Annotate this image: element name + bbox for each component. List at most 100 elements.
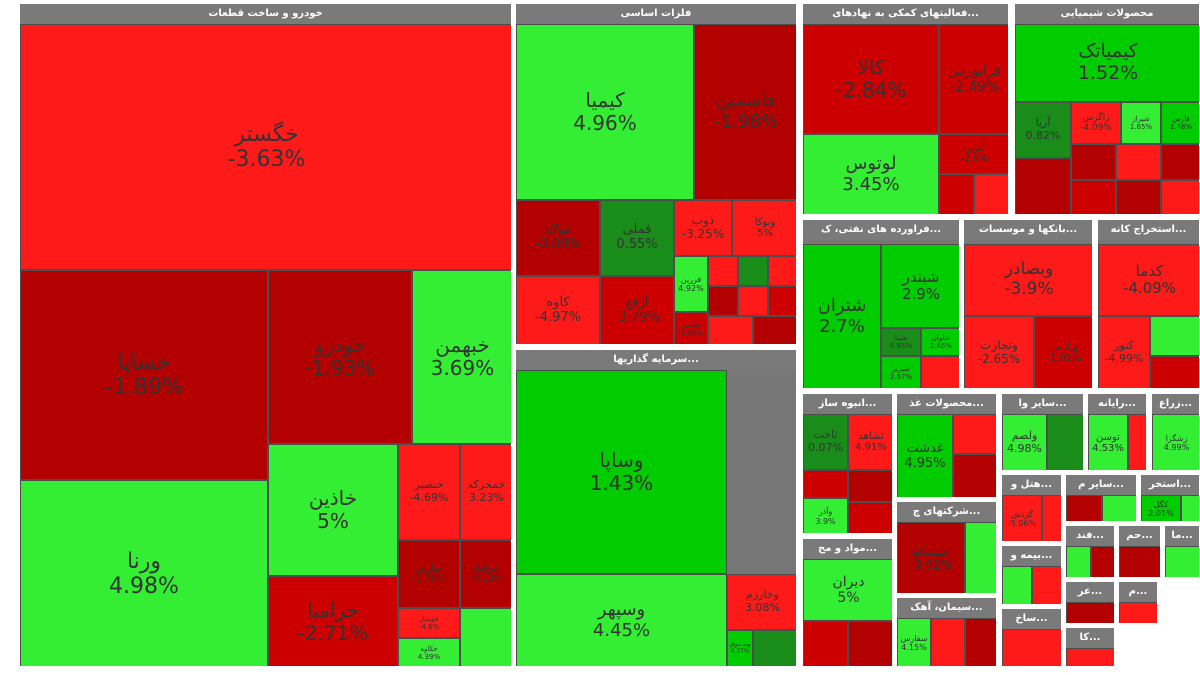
stock-tile[interactable]: خبهمن 3.69%: [412, 270, 511, 444]
stock-tile[interactable]: شبندر 2.9%: [881, 244, 959, 328]
stock-tile[interactable]: سیسکو -0.92%: [897, 522, 965, 593]
minor-tile[interactable]: [708, 316, 753, 344]
minor-tile[interactable]: [1150, 316, 1199, 356]
minor-tile[interactable]: [1066, 546, 1091, 577]
sector-title[interactable]: ...ساخ: [1002, 609, 1061, 629]
stock-tile[interactable]: گردش -5.06%: [1002, 495, 1042, 541]
stock-tile[interactable]: فولاد -0.09%: [516, 200, 600, 276]
minor-tile[interactable]: [738, 286, 768, 316]
stock-tile[interactable]: زشگزا 4.99%: [1152, 414, 1199, 470]
minor-tile[interactable]: [1015, 158, 1071, 214]
stock-tile[interactable]: خکاوه 4.39%: [398, 638, 460, 666]
sector-title[interactable]: ...کا: [1066, 628, 1114, 648]
sector-title[interactable]: ...فند: [1066, 526, 1114, 546]
sector-title[interactable]: ...سرمایه گذاریها: [516, 350, 796, 370]
minor-tile[interactable]: [1119, 602, 1157, 623]
stock-tile[interactable]: خساپا -1.89%: [20, 270, 268, 480]
minor-tile[interactable]: [931, 618, 965, 666]
minor-tile[interactable]: [1116, 144, 1161, 180]
stock-tile[interactable]: خوساز -4.8%: [398, 608, 460, 638]
stock-tile[interactable]: خپارس -1.76%: [398, 540, 460, 608]
sector-title[interactable]: ...م: [1119, 582, 1157, 602]
minor-tile[interactable]: [1161, 180, 1199, 214]
minor-tile[interactable]: [921, 356, 959, 388]
minor-tile[interactable]: [974, 174, 1008, 214]
stock-tile[interactable]: شتران 2.7%: [803, 244, 881, 388]
stock-tile[interactable]: وآذر 3.9%: [803, 498, 848, 533]
minor-tile[interactable]: [1066, 495, 1102, 521]
minor-tile[interactable]: [768, 256, 796, 286]
minor-tile[interactable]: [753, 316, 796, 344]
sector-title[interactable]: ...حم: [1119, 526, 1160, 546]
minor-tile[interactable]: [1091, 546, 1114, 577]
stock-tile[interactable]: شبریز 2.67%: [881, 356, 921, 388]
stock-tile[interactable]: کیمیا 4.96%: [516, 24, 694, 200]
stock-tile[interactable]: ارفع -3.79%: [600, 276, 674, 344]
stock-tile[interactable]: کاوه -4.97%: [516, 276, 600, 344]
stock-tile[interactable]: وبصادر -3.9%: [964, 244, 1092, 316]
stock-tile[interactable]: خزامیا -4.18%: [460, 540, 511, 608]
stock-tile[interactable]: آفرین -2.8%: [939, 134, 1008, 174]
stock-tile[interactable]: فملی 0.55%: [600, 200, 674, 276]
sector-title[interactable]: ...فراورده های نفتی، ک: [803, 220, 959, 240]
minor-tile[interactable]: [939, 174, 974, 214]
minor-tile[interactable]: [738, 256, 768, 286]
sector-title[interactable]: ...فعالیتهای کمکی به نهادهای: [803, 4, 1008, 24]
stock-tile[interactable]: خمحرکه 3.23%: [460, 444, 511, 540]
stock-tile[interactable]: شیراز 1.65%: [1121, 102, 1161, 144]
stock-tile[interactable]: فزرین 4.92%: [674, 256, 708, 312]
stock-tile[interactable]: کگل 2.01%: [1141, 495, 1181, 521]
minor-tile[interactable]: [1002, 566, 1032, 604]
sector-title[interactable]: ...سایر وا: [1002, 394, 1083, 414]
stock-tile[interactable]: فخاس -1.68%: [674, 312, 708, 344]
minor-tile[interactable]: [1066, 648, 1114, 666]
minor-tile[interactable]: [848, 502, 892, 533]
minor-tile[interactable]: [953, 454, 996, 497]
minor-tile[interactable]: [460, 608, 511, 666]
stock-tile[interactable]: وصندوق 4.77%: [727, 630, 753, 666]
minor-tile[interactable]: [1071, 144, 1116, 180]
minor-tile[interactable]: [965, 522, 996, 593]
sector-title[interactable]: فلزات اساسی: [516, 4, 796, 24]
stock-tile[interactable]: فارس 1.48%: [1161, 102, 1199, 144]
stock-tile[interactable]: کیمیاتک 1.52%: [1015, 24, 1199, 102]
minor-tile[interactable]: [1116, 180, 1161, 214]
stock-tile[interactable]: وساپا 1.43%: [516, 370, 727, 574]
minor-tile[interactable]: [1181, 495, 1199, 521]
stock-tile[interactable]: فاسمین -1.98%: [694, 24, 796, 200]
stock-tile[interactable]: ذوب -3.25%: [674, 200, 732, 256]
minor-tile[interactable]: [1165, 546, 1199, 577]
minor-tile[interactable]: [708, 286, 738, 316]
stock-tile[interactable]: ورنا 4.98%: [20, 480, 268, 666]
minor-tile[interactable]: [1042, 495, 1061, 541]
stock-tile[interactable]: کنور -4.99%: [1098, 316, 1150, 388]
sector-title[interactable]: ...رایانه: [1088, 394, 1146, 414]
stock-tile[interactable]: توسن 4.53%: [1088, 414, 1128, 470]
minor-tile[interactable]: [965, 618, 996, 666]
sector-title[interactable]: ...هتل و: [1002, 475, 1061, 495]
sector-title[interactable]: ...سایر م: [1066, 475, 1136, 495]
minor-tile[interactable]: [803, 470, 848, 498]
minor-tile[interactable]: [1102, 495, 1136, 521]
sector-title[interactable]: ...عر: [1066, 582, 1114, 602]
minor-tile[interactable]: [708, 256, 738, 286]
sector-title[interactable]: ...مواد و مح: [803, 539, 892, 559]
stock-tile[interactable]: فرابورس -2.49%: [939, 24, 1008, 134]
sector-title[interactable]: ...بیمه و: [1002, 546, 1061, 566]
stock-tile[interactable]: خگستر -3.63%: [20, 24, 511, 270]
minor-tile[interactable]: [768, 286, 796, 316]
sector-title[interactable]: ...انبوه ساز: [803, 394, 892, 414]
stock-tile[interactable]: ونوکا 5%: [732, 200, 796, 256]
sector-title[interactable]: ...بانکها و موسسات: [964, 220, 1092, 240]
stock-tile[interactable]: وسپهر 4.45%: [516, 574, 727, 666]
sector-title[interactable]: ...استخر: [1141, 475, 1199, 495]
sector-title[interactable]: ...سیمان، آهک: [897, 598, 996, 618]
stock-tile[interactable]: ولصم 4.98%: [1002, 414, 1047, 470]
stock-tile[interactable]: آریا 0.82%: [1015, 102, 1071, 158]
minor-tile[interactable]: [1002, 629, 1061, 666]
minor-tile[interactable]: [1047, 414, 1083, 470]
sector-title[interactable]: ...زراع: [1152, 394, 1199, 414]
stock-tile[interactable]: ثاخت 0.07%: [803, 414, 848, 470]
sector-title[interactable]: ...ما: [1165, 526, 1199, 546]
stock-tile[interactable]: وتجارت -2.65%: [964, 316, 1034, 388]
